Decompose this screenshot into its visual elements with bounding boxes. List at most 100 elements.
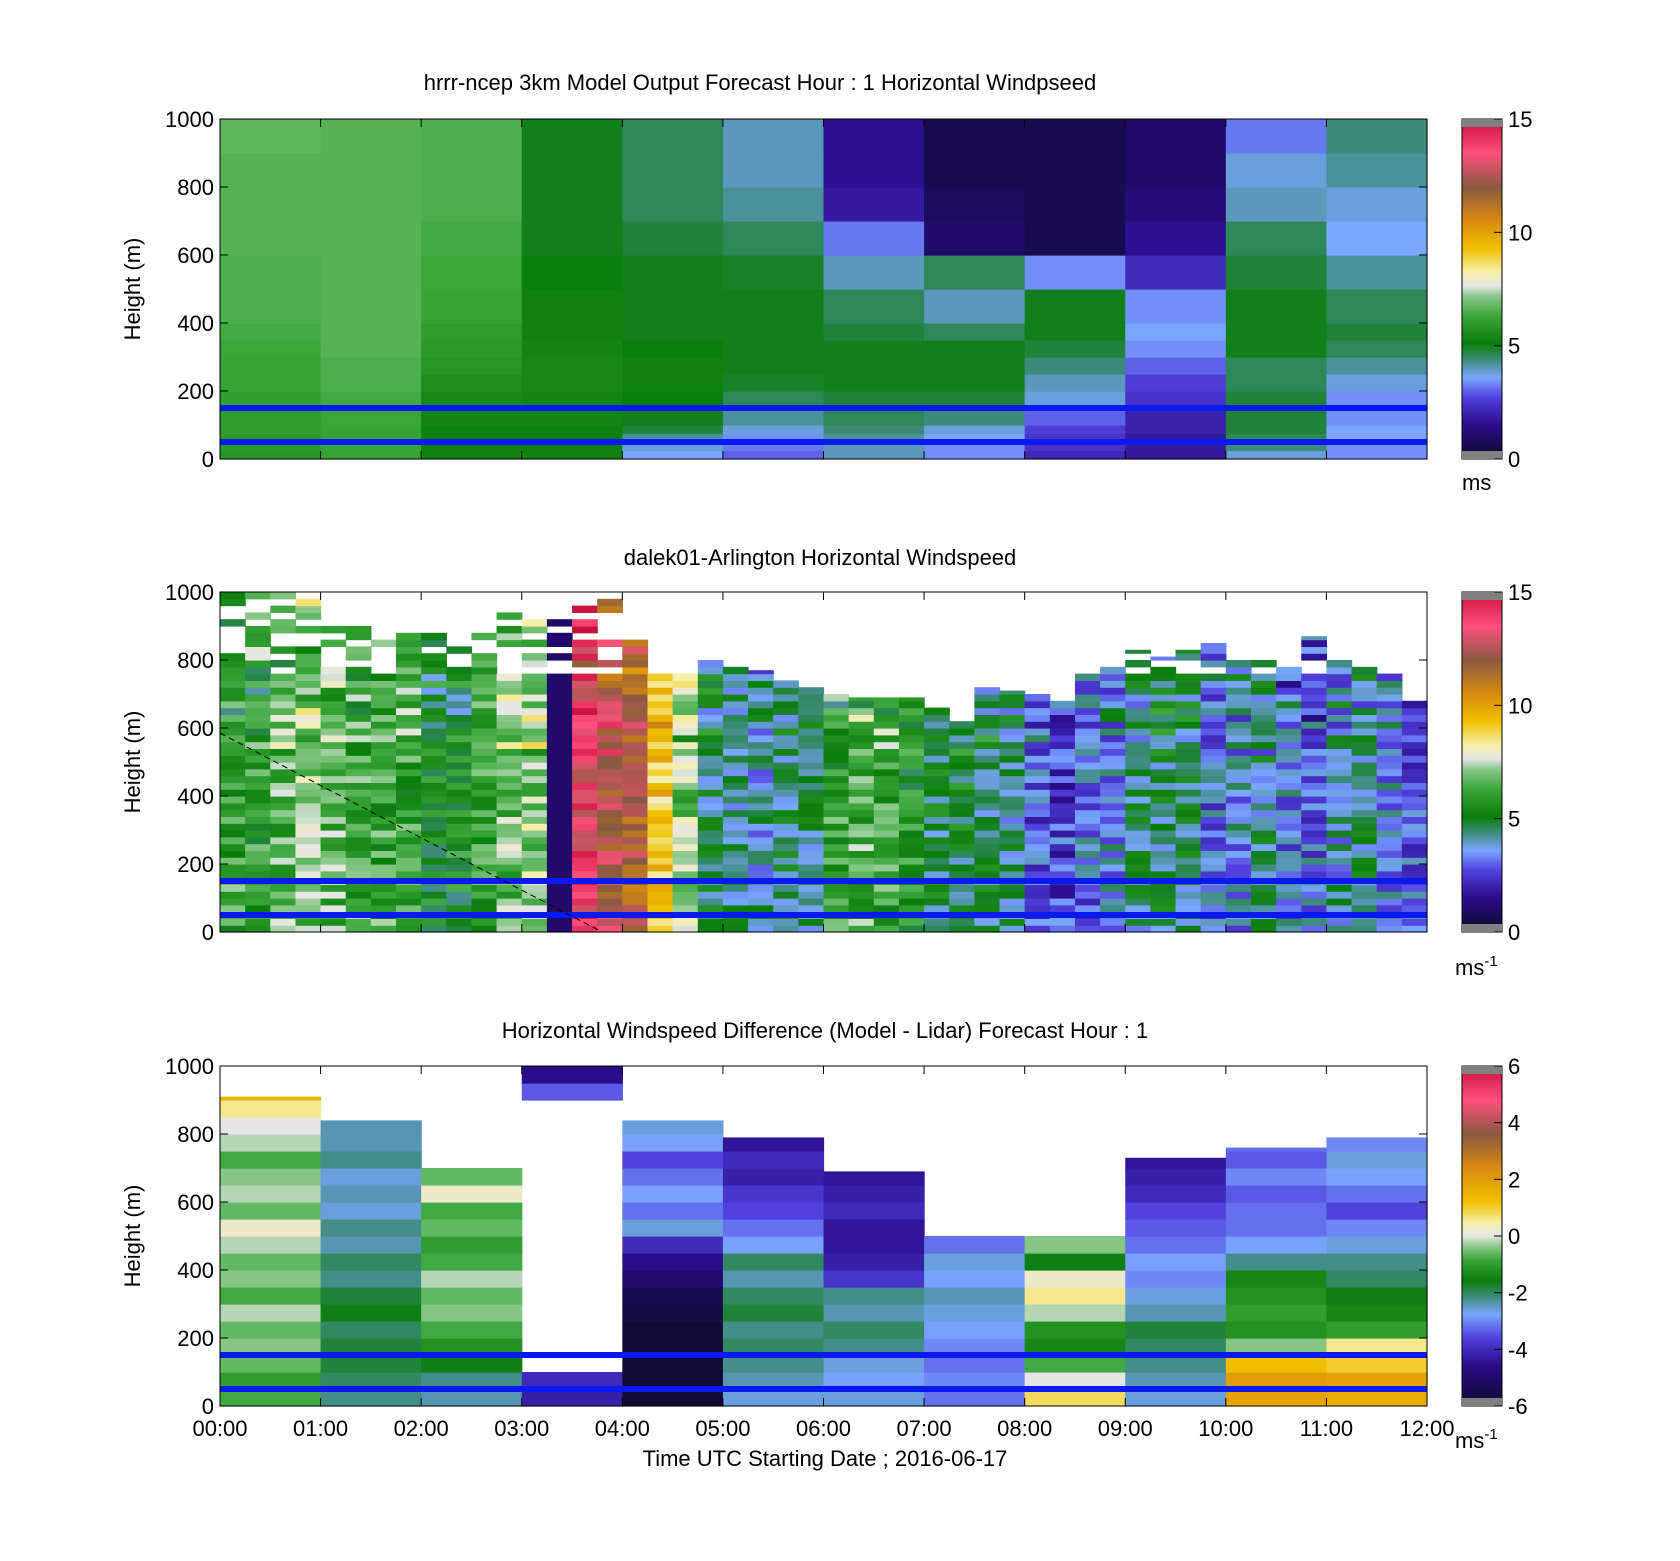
heatmap-cell [823,755,850,763]
heatmap-cell [974,782,1001,790]
heatmap-cell [1250,864,1277,872]
heatmap-cell [345,891,372,899]
heatmap-cell [1401,734,1428,743]
heatmap-cell [1049,870,1076,879]
heatmap-cell [672,898,699,906]
heatmap-cell [873,843,900,851]
heatmap-cell [999,816,1026,824]
colorbar-overflow [1462,1066,1502,1074]
heatmap-cell [924,442,1026,452]
heatmap-cell [521,741,548,749]
heatmap-cell [974,809,1001,817]
heatmap-cell [345,694,372,702]
heatmap-cell [421,843,447,851]
heatmap-cell [1250,830,1277,838]
heatmap-cell [622,707,649,715]
heatmap-cell [446,898,473,906]
heatmap-cell [1125,1253,1227,1271]
heatmap-cell [798,714,825,722]
heatmap-cell [1225,1253,1328,1271]
heatmap-cell [1401,714,1428,722]
heatmap-cell [823,1202,925,1220]
x-tick-label: 07:00 [897,1416,952,1441]
heatmap-cell [1200,728,1227,736]
heatmap-cell [1074,782,1101,790]
heatmap-cell [748,789,774,797]
heatmap-cell [697,864,724,872]
heatmap-cell [748,707,774,715]
heatmap-cell [345,843,372,851]
heatmap-cell [597,898,623,906]
heatmap-cell [1125,1372,1227,1390]
heatmap-cell [647,884,674,892]
heatmap-cell [1100,762,1126,770]
heatmap-cell [546,789,573,797]
heatmap-cell [220,870,246,879]
heatmap-cell [496,680,523,688]
heatmap-cell [345,666,372,675]
heatmap-cell [1351,707,1378,715]
heatmap-cell [1376,823,1403,831]
heatmap-cell [773,707,799,715]
heatmap-cell [1150,843,1177,851]
heatmap-cell [722,673,749,681]
heatmap-cell [898,755,925,763]
heatmap-cell [220,830,246,838]
heatmap-cell [1225,1168,1328,1186]
heatmap-cell [622,728,649,736]
heatmap-cell [1200,836,1227,845]
heatmap-cell [1175,925,1202,933]
heatmap-cell [1049,864,1076,872]
heatmap-cell [421,836,447,845]
heatmap-cell [1074,823,1101,831]
heatmap-cell [496,626,523,634]
heatmap-cell [672,789,699,797]
heatmap-cell [1326,1338,1428,1356]
heatmap-cell [622,714,649,722]
heatmap-cell [245,653,271,661]
heatmap-cell [1024,442,1126,452]
heatmap-cell [1175,707,1202,715]
heatmap-cell [245,592,271,600]
heatmap-cell [1326,673,1353,681]
heatmap-cell [823,918,850,926]
heatmap-cell [1276,809,1302,817]
heatmap-cell [647,700,674,709]
heatmap-cell [823,768,850,777]
heatmap-cell [697,768,724,777]
heatmap-cell [1074,748,1101,756]
heatmap-cell [898,809,925,817]
heatmap-cell [722,1355,825,1373]
heatmap-cell [1100,850,1126,858]
heatmap-cell [924,1372,1026,1390]
heatmap-cell [1074,816,1101,824]
heatmap-cell [722,789,749,797]
heatmap-cell [572,707,598,715]
heatmap-cell [572,925,598,933]
heatmap-cell [672,843,699,851]
heatmap-cell [345,755,372,763]
heatmap-cell [1125,809,1151,817]
heatmap-cell [848,768,875,777]
heatmap-cell [1225,816,1252,824]
heatmap-cell [220,1338,322,1356]
heatmap-cell [924,823,950,831]
heatmap-cell [647,850,674,858]
heatmap-cell [798,809,825,817]
heatmap-cell [622,870,649,879]
panel-difference-heatmap [220,1066,1428,1407]
heatmap-cell [622,680,649,688]
heatmap-cell [320,823,347,831]
heatmap-cell [597,680,623,688]
heatmap-cell [823,1185,925,1203]
heatmap-cell [220,1096,322,1101]
heatmap-cell [220,802,246,811]
heatmap-cell [597,694,623,702]
heatmap-cell [320,864,347,872]
heatmap-cell [773,864,799,872]
heatmap-cell [370,830,397,838]
heatmap-cell [496,741,523,749]
heatmap-cell [320,1134,422,1152]
heatmap-cell [1250,802,1277,811]
heatmap-cell [873,823,900,831]
